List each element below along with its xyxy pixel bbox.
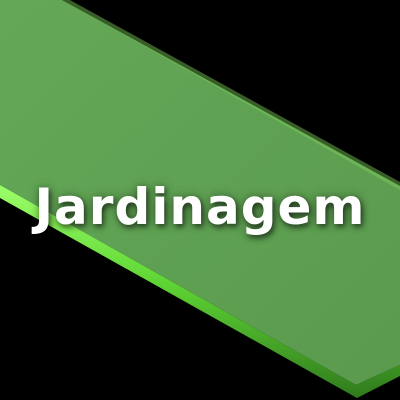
- green-band: [0, 0, 400, 385]
- band-top-highlight: [62, 0, 400, 190]
- category-title: Jardinagem: [34, 178, 366, 236]
